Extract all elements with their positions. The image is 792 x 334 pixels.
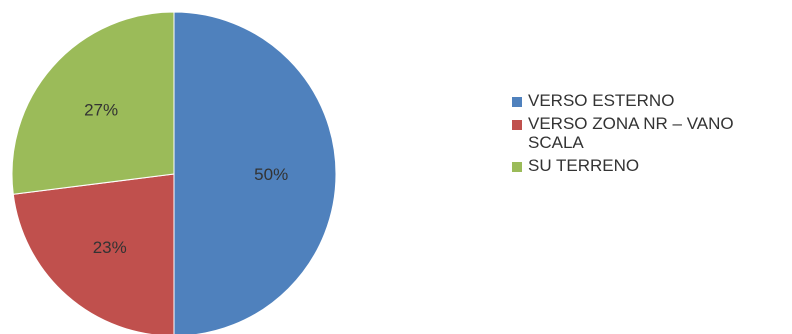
pie-slices <box>11 11 337 334</box>
legend: VERSO ESTERNO VERSO ZONA NR – VANO SCALA… <box>512 91 787 179</box>
legend-item-verso-esterno: VERSO ESTERNO <box>512 91 787 110</box>
pie-slice-su-terreno <box>11 11 175 195</box>
legend-item-verso-zona-nr: VERSO ZONA NR – VANO SCALA <box>512 114 787 152</box>
pie-slice-labels: 50% 23% 27% <box>84 101 288 257</box>
pie-slice-label-verso-zona-nr: 23% <box>93 238 127 257</box>
pie-slice-label-verso-esterno: 50% <box>254 165 288 184</box>
legend-item-su-terreno: SU TERRENO <box>512 156 787 175</box>
legend-swatch-verso-zona-nr <box>512 120 522 130</box>
legend-label-verso-zona-nr: VERSO ZONA NR – VANO SCALA <box>528 114 734 152</box>
legend-swatch-verso-esterno <box>512 97 522 107</box>
legend-label-su-terreno: SU TERRENO <box>528 156 640 175</box>
pie-slice-label-su-terreno: 27% <box>84 101 118 120</box>
legend-swatch-su-terreno <box>512 162 522 172</box>
pie-slice-verso-esterno <box>173 11 337 334</box>
legend-label-verso-esterno: VERSO ESTERNO <box>528 91 675 110</box>
